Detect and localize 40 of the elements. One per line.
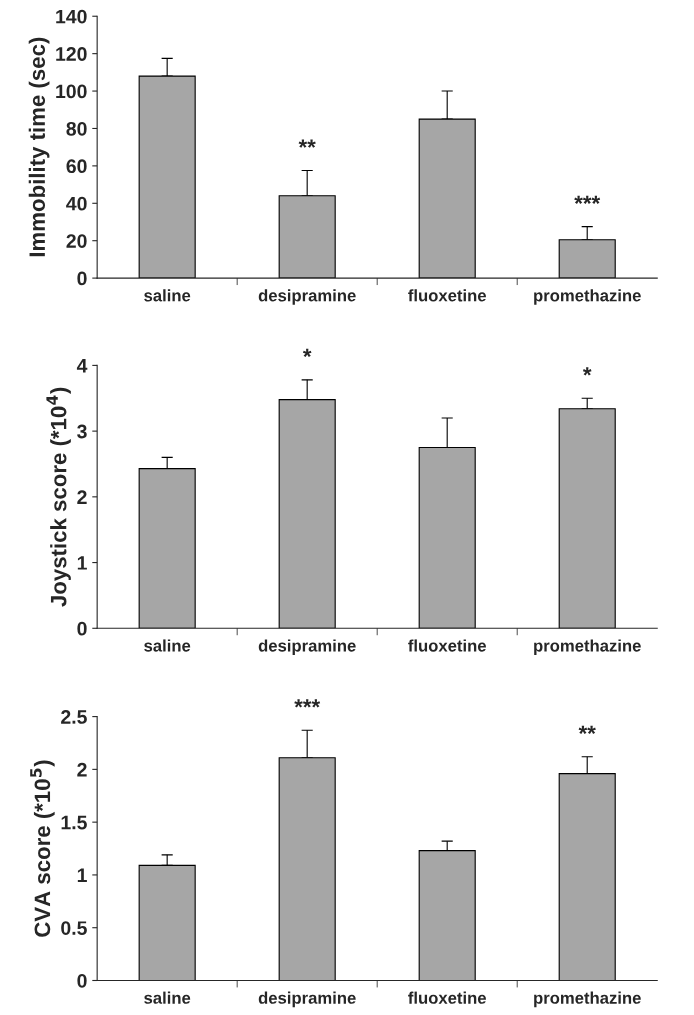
y-tick-label: 3: [77, 424, 87, 439]
y-tick-label: 1: [77, 556, 87, 570]
annotation: ***: [574, 195, 601, 204]
y-tick-label: 1.5: [61, 815, 87, 830]
annotation: ***: [294, 699, 321, 708]
y-tick-label: 4: [76, 359, 88, 373]
y-tick-label: 0: [77, 271, 87, 286]
x-tick-label: fluoxetine: [408, 991, 486, 1004]
x-tick-label: promethazine: [534, 639, 641, 655]
x-tick-label: saline: [144, 289, 191, 302]
x-tick-label: saline: [144, 639, 191, 652]
annotation: *: [302, 348, 312, 358]
y-tick-label: 2.5: [61, 710, 87, 724]
y-axis-title: CVA score (*10$^{5}$): [30, 760, 55, 937]
y-tick-label: 2: [77, 490, 87, 504]
y-tick-label: 140: [56, 9, 87, 24]
y-tick-label: 2: [77, 762, 87, 777]
x-tick-label: promethazine: [534, 289, 641, 305]
annotation: *: [582, 367, 592, 376]
y-tick-label: 100: [56, 84, 87, 99]
x-tick-label: promethazine: [534, 991, 641, 1008]
x-tick-label: fluoxetine: [408, 289, 486, 302]
x-tick-label: desipramine: [258, 289, 356, 305]
annotation: **: [298, 139, 316, 148]
x-tick-label: fluoxetine: [408, 639, 486, 652]
y-tick-label: 60: [66, 159, 87, 174]
x-tick-label: desipramine: [258, 991, 356, 1008]
y-tick-label: 0.5: [61, 921, 87, 935]
x-tick-label: saline: [144, 991, 191, 1004]
y-tick-label: 0: [77, 621, 87, 636]
x-tick-label: desipramine: [258, 639, 356, 655]
y-tick-label: 80: [66, 121, 87, 136]
y-axis-title: Immobility time (sec): [28, 37, 50, 257]
annotation: **: [578, 725, 596, 734]
y-tick-label: 0: [77, 973, 87, 988]
y-axis-title: Joystick score (*10$^{4}$): [46, 387, 71, 607]
y-tick-label: 40: [66, 196, 87, 211]
y-tick-label: 1: [77, 868, 87, 882]
y-tick-label: 120: [56, 47, 87, 61]
y-tick-label: 20: [66, 234, 87, 248]
